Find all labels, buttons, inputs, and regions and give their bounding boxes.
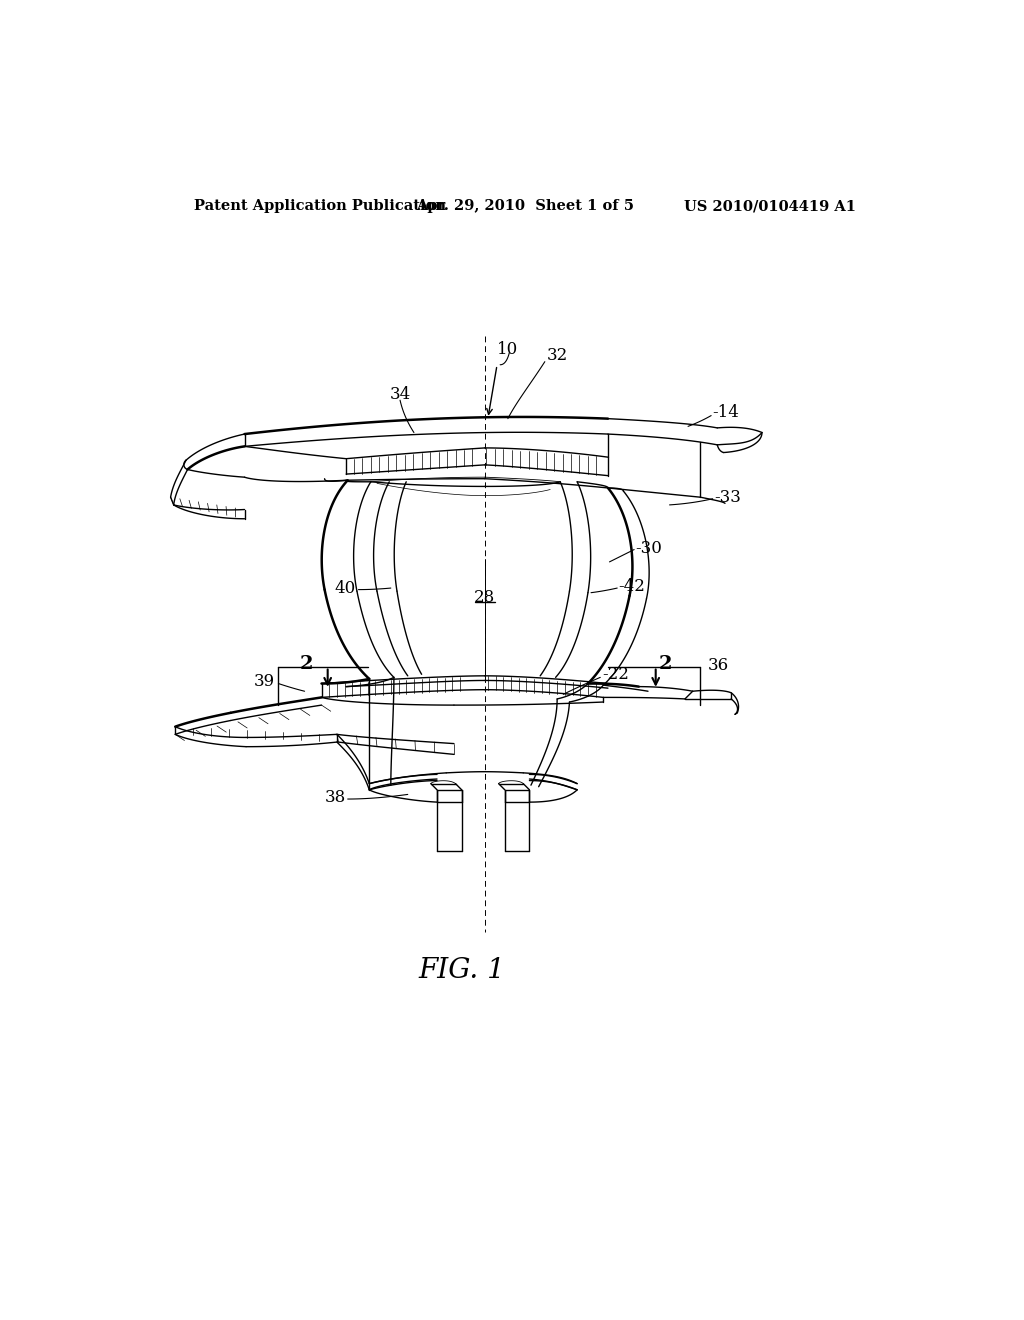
Text: Patent Application Publication: Patent Application Publication bbox=[194, 199, 445, 213]
Text: -42: -42 bbox=[618, 578, 645, 595]
Text: -30: -30 bbox=[636, 540, 663, 557]
Text: 2: 2 bbox=[299, 655, 313, 672]
Text: 38: 38 bbox=[325, 789, 346, 807]
Text: -14: -14 bbox=[713, 404, 739, 421]
Text: 10: 10 bbox=[497, 341, 518, 358]
Text: 28: 28 bbox=[474, 589, 496, 606]
Text: -22: -22 bbox=[602, 665, 629, 682]
Text: 2: 2 bbox=[658, 655, 672, 672]
Text: 36: 36 bbox=[708, 656, 729, 673]
Text: US 2010/0104419 A1: US 2010/0104419 A1 bbox=[684, 199, 856, 213]
Text: 40: 40 bbox=[334, 579, 355, 597]
Text: FIG. 1: FIG. 1 bbox=[418, 957, 505, 985]
Text: 32: 32 bbox=[547, 347, 567, 364]
Text: 39: 39 bbox=[254, 673, 275, 690]
Text: Apr. 29, 2010  Sheet 1 of 5: Apr. 29, 2010 Sheet 1 of 5 bbox=[416, 199, 634, 213]
Text: -33: -33 bbox=[714, 488, 741, 506]
Text: 34: 34 bbox=[389, 385, 411, 403]
